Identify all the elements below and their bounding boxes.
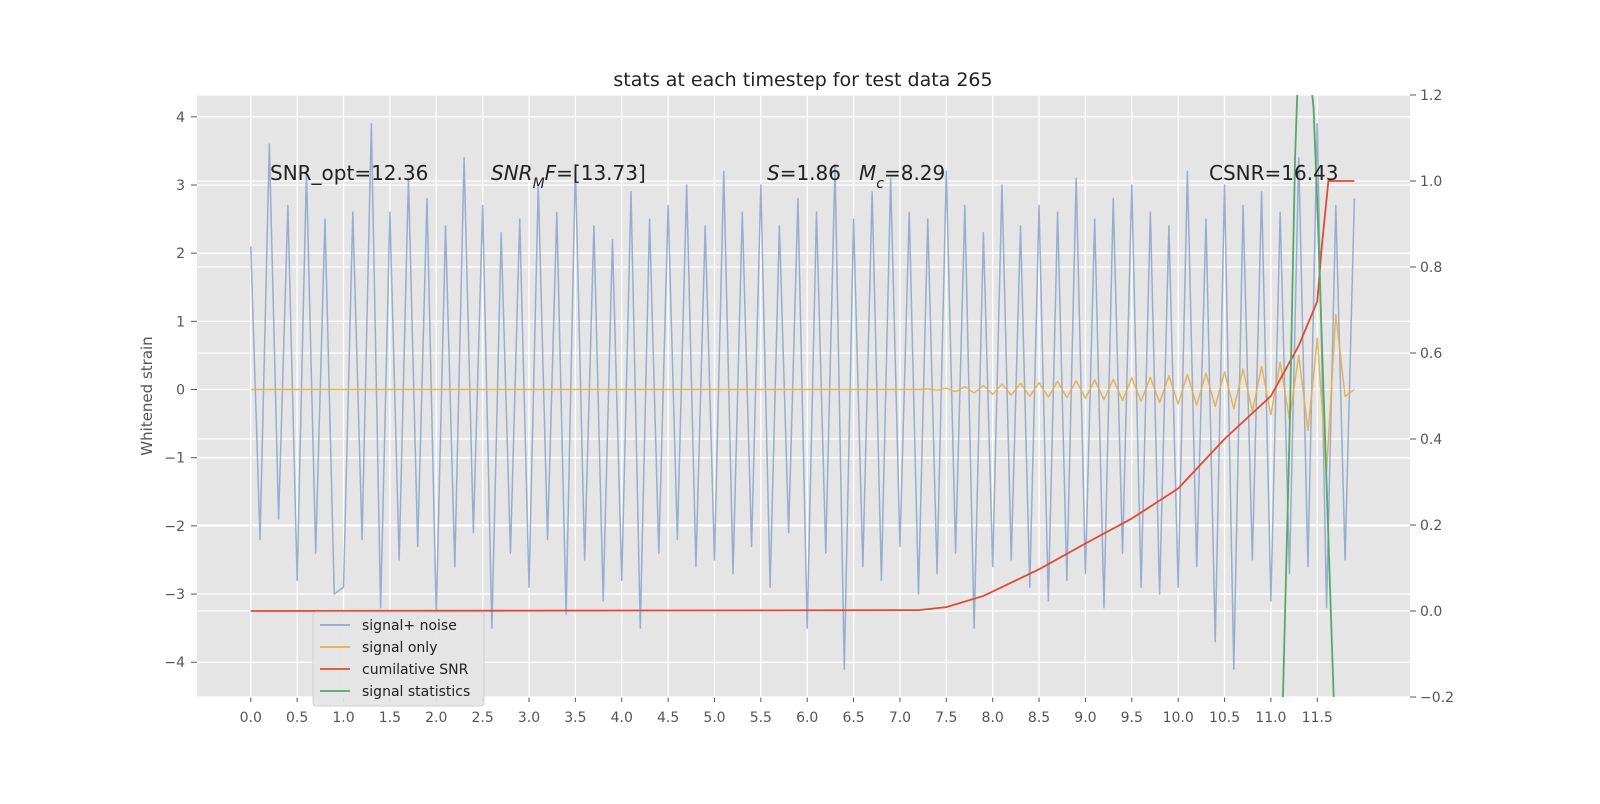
x-tick-label: 9.0: [1074, 710, 1096, 726]
x-tick-label: 6.5: [842, 710, 864, 726]
annotation: CSNR=16.43: [1209, 161, 1339, 185]
annotation-part: M: [859, 161, 876, 185]
plot-area: [197, 95, 1410, 697]
annotation-part: F: [545, 161, 557, 185]
annotation: SNRMF=[13.73]: [491, 161, 646, 192]
annotation-part: CSNR=16.43: [1209, 161, 1339, 185]
x-tick-label: 7.0: [889, 710, 911, 726]
x-tick-label: 11.5: [1302, 710, 1333, 726]
legend-label: signal statistics: [362, 684, 470, 700]
annotation-part: S: [767, 161, 780, 185]
x-tick-label: 10.5: [1209, 710, 1240, 726]
y2-tick-label: 0.4: [1420, 432, 1442, 448]
y-tick-label: 2: [176, 246, 185, 262]
annotation-part: =[13.73]: [556, 161, 646, 185]
x-tick-label: 10.0: [1163, 710, 1194, 726]
legend-label: signal only: [362, 640, 437, 656]
annotation-part: SNR: [491, 161, 533, 185]
x-tick-label: 2.0: [425, 710, 447, 726]
x-tick-label: 4.5: [657, 710, 679, 726]
series-line: [250, 122, 1356, 670]
annotation: SNR_opt=12.36: [270, 161, 428, 185]
series-line: [250, 180, 1355, 612]
y2-tick-label: 0.2: [1420, 518, 1442, 534]
annotation-part: =8.29: [884, 161, 945, 185]
x-tick-label: 3.5: [564, 710, 586, 726]
y-tick-label: 1: [176, 314, 185, 330]
legend-label: cumilative SNR: [362, 662, 469, 678]
x-tick-label: 9.5: [1121, 710, 1143, 726]
y-tick-label: 4: [176, 110, 185, 126]
x-tick-label: 1.5: [379, 710, 401, 726]
y-tick-label: −1: [164, 451, 185, 467]
y2-tick-label: 0.0: [1420, 604, 1442, 620]
annotation: Mc=8.29: [859, 161, 945, 192]
x-tick-label: 5.5: [750, 710, 772, 726]
y-tick-label: −4: [164, 655, 185, 671]
x-tick-label: 4.0: [611, 710, 633, 726]
legend-label: signal+ noise: [362, 618, 457, 634]
x-tick-label: 7.5: [935, 710, 957, 726]
x-tick-label: 8.5: [1028, 710, 1050, 726]
y-tick-label: −2: [164, 519, 185, 535]
y2-tick-label: −0.2: [1420, 690, 1454, 706]
y2-tick-label: 0.8: [1420, 260, 1442, 276]
x-tick-label: 1.0: [332, 710, 354, 726]
annotation-part: c: [876, 176, 884, 192]
x-tick-label: 3.0: [518, 710, 540, 726]
x-tick-label: 8.0: [982, 710, 1004, 726]
annotation-part: M: [533, 176, 545, 192]
annotation: S=1.86: [767, 161, 841, 185]
y-axis-label: Whitened strain: [138, 336, 156, 455]
x-tick-label: 2.5: [471, 710, 493, 726]
legend-box: [312, 611, 485, 707]
series-line: [1282, 95, 1335, 697]
annotation-part: =1.86: [780, 161, 841, 185]
y-tick-label: 0: [176, 383, 185, 399]
y-tick-label: −3: [164, 587, 185, 603]
x-tick-label: 11.0: [1255, 710, 1286, 726]
annotation-part: SNR_opt=12.36: [270, 161, 428, 185]
x-tick-label: 0.0: [240, 710, 262, 726]
chart-title: stats at each timestep for test data 265: [613, 69, 992, 91]
y2-tick-label: 1.2: [1420, 88, 1442, 104]
y-tick-label: 3: [176, 178, 185, 194]
x-tick-label: 5.0: [703, 710, 725, 726]
y2-tick-label: 0.6: [1420, 346, 1442, 362]
series-line: [250, 313, 1355, 473]
x-tick-label: 0.5: [286, 710, 308, 726]
y2-tick-label: 1.0: [1420, 174, 1442, 190]
x-tick-label: 6.0: [796, 710, 818, 726]
